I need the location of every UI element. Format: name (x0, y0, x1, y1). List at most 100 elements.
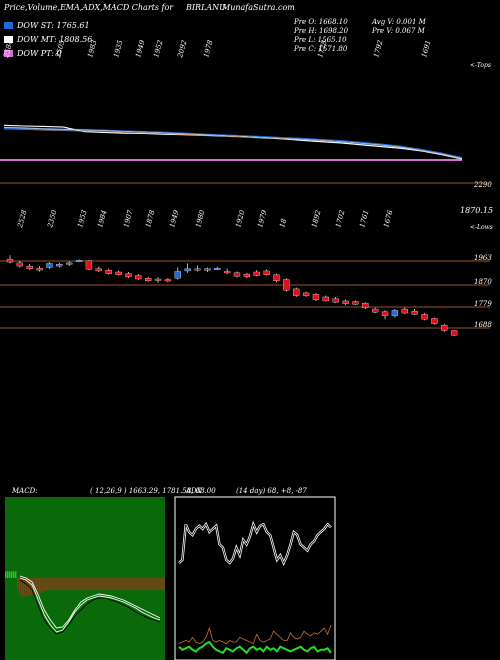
legend-swatch-dow-mt (4, 35, 13, 43)
candle-body (322, 296, 329, 302)
macd-histogram-bar (99, 578, 101, 591)
candle-body (381, 311, 389, 316)
lows-label: 1980 (194, 209, 206, 229)
macd-histogram-bar (143, 578, 145, 591)
lows-corner-label: <-Lows (470, 224, 493, 231)
lows-label: 1920 (234, 209, 246, 229)
lows-label: 2350 (46, 209, 59, 230)
candle-body (283, 279, 290, 291)
macd-histogram-bar (129, 578, 131, 591)
macd-label: MACD: (12, 487, 38, 495)
macd-histogram-bar (109, 578, 111, 591)
macd-histogram-bar (159, 578, 161, 591)
macd-histogram-bar (125, 578, 127, 591)
ema-line (3, 128, 463, 159)
lows-label: 1949 (168, 209, 180, 229)
lows-label: 2528 (16, 209, 29, 230)
price-axis-label: 1779 (474, 300, 492, 308)
candle-body (391, 310, 399, 316)
macd-histogram-bar (13, 571, 15, 578)
macd-histogram-bar (145, 578, 147, 591)
candle-body (342, 300, 349, 304)
macd-histogram-bar (91, 578, 93, 591)
macd-values: ( 12,26,9 ) 1663.29, 1781.58, 68.00 (90, 487, 216, 495)
candle-body (362, 302, 369, 308)
current-price-label: 1870.15 (460, 206, 494, 215)
macd-signal-line (19, 575, 161, 629)
macd-histogram-bar (163, 578, 165, 591)
macd-histogram-bar (127, 578, 129, 591)
candle-body (56, 264, 63, 267)
candle-body (66, 262, 73, 265)
macd-histogram-bar (95, 578, 97, 591)
macd-histogram-bar (27, 578, 29, 596)
candle-body (95, 268, 102, 272)
macd-histogram-bar (107, 578, 109, 591)
lows-label: 1892 (310, 209, 322, 229)
macd-histogram-bar (47, 578, 49, 591)
macd-histogram-bar (87, 578, 89, 591)
macd-histogram-bar (81, 578, 83, 591)
macd-histogram-bar (85, 578, 87, 591)
lows-label: 1761 (358, 209, 370, 228)
macd-histogram-bar (93, 578, 95, 591)
ema-line (3, 127, 463, 159)
tops-label: 2092 (176, 39, 189, 60)
macd-histogram-bar (147, 578, 149, 591)
candle-body (154, 278, 162, 281)
candle-body (26, 265, 33, 269)
price-axis-label: 1963 (474, 254, 492, 262)
macd-histogram-bar (97, 578, 99, 591)
top-series-line (3, 126, 463, 160)
tops-label: 2505 (54, 39, 67, 60)
candle-body (194, 268, 201, 271)
top-price-axis-label: 2290 (474, 181, 492, 189)
chart-title: Price,Volume,EMA,ADX,MACD Charts for (4, 3, 173, 12)
macd-histogram-bar (105, 578, 107, 591)
macd-histogram-bar (51, 578, 53, 591)
candle-body (243, 273, 251, 277)
macd-histogram-bar (49, 578, 51, 591)
macd-histogram-bar (141, 578, 143, 591)
macd-histogram-bar (135, 578, 137, 591)
macd-histogram-bar (73, 578, 75, 591)
lows-label: 18 (278, 217, 288, 228)
avg-volume: Avg V: 0.001 M (372, 18, 426, 26)
pre-close: Pre C: 1571.80 (294, 45, 348, 53)
price-axis-label: 1688 (474, 321, 492, 329)
candle-body (125, 273, 132, 277)
macd-histogram-bar (63, 578, 65, 591)
lows-label: 1953 (76, 209, 88, 229)
macd-histogram-bar (7, 571, 9, 578)
candle-body (174, 271, 181, 279)
macd-histogram-bar (17, 578, 19, 591)
macd-histogram-bar (53, 578, 55, 591)
macd-histogram-bar (61, 578, 63, 591)
macd-histogram-bar (69, 578, 71, 591)
macd-histogram-bar (131, 578, 133, 591)
candle-body (263, 270, 270, 275)
macd-histogram-bar (101, 578, 103, 591)
macd-histogram-bar (65, 578, 67, 591)
legend-label-dow-mt: DOW MT: 1808.56 (17, 34, 93, 44)
macd-histogram-bar (31, 578, 33, 595)
macd-histogram-bar (21, 578, 23, 597)
legend-item-dow-pt: DOW PT: 0 (4, 47, 154, 59)
candle-body (46, 263, 53, 268)
minus-di-line (178, 640, 332, 655)
candle-body (115, 271, 122, 275)
candle-body (16, 262, 24, 267)
candle-body (441, 324, 448, 331)
legend-swatch-dow-st (4, 21, 13, 29)
macd-histogram-bar (121, 578, 123, 591)
legend-swatch-dow-pt (4, 49, 13, 57)
macd-histogram-bar (15, 571, 17, 578)
macd-histogram-bar (139, 578, 141, 591)
tops-label: 1952 (152, 39, 164, 59)
macd-histogram-bar (115, 578, 117, 591)
candle-body (421, 314, 428, 320)
candle-body (372, 308, 379, 313)
macd-histogram-bar (123, 578, 125, 591)
macd-histogram-bar (45, 578, 47, 591)
